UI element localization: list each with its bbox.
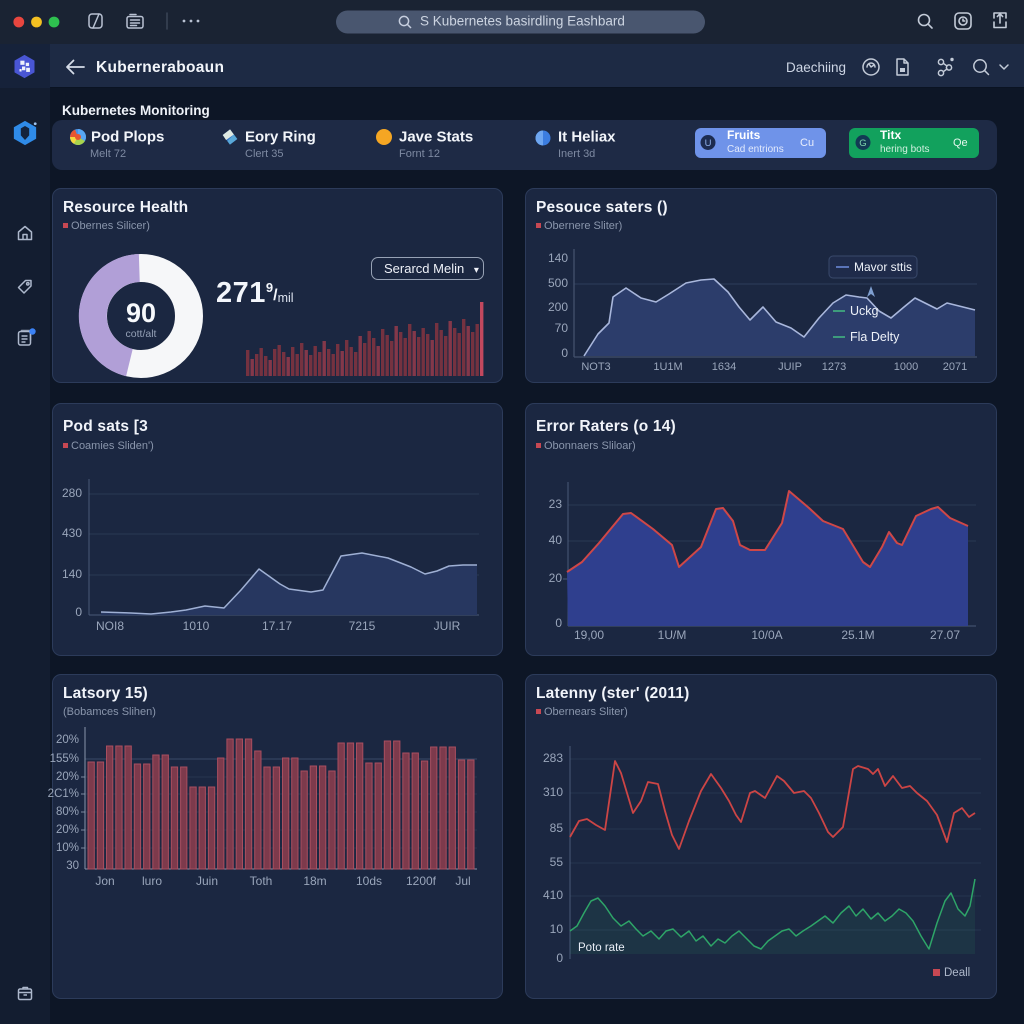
svg-text:0: 0: [75, 605, 82, 619]
svg-text:Fla Delty: Fla Delty: [850, 330, 900, 344]
svg-text:Qe: Qe: [953, 137, 968, 149]
svg-text:Jon: Jon: [95, 874, 114, 888]
svg-text:Jave Stats: Jave Stats: [399, 129, 473, 146]
svg-text:20%: 20%: [56, 771, 79, 783]
svg-text:10ds: 10ds: [356, 874, 382, 888]
svg-text:20: 20: [549, 571, 563, 585]
svg-text:25.1M: 25.1M: [841, 628, 874, 642]
svg-text:hering bots: hering bots: [880, 144, 929, 155]
svg-text:80%: 80%: [56, 806, 79, 818]
svg-text:Toth: Toth: [250, 874, 273, 888]
svg-text:0: 0: [555, 616, 562, 630]
svg-text:2071: 2071: [943, 361, 967, 373]
svg-text:90: 90: [126, 298, 156, 328]
svg-text:1000: 1000: [894, 361, 918, 373]
svg-text:Poto rate: Poto rate: [578, 942, 625, 954]
svg-text:Juin: Juin: [196, 874, 218, 888]
svg-text:500: 500: [548, 276, 568, 290]
svg-text:17.17: 17.17: [262, 619, 292, 633]
svg-text:155%: 155%: [50, 753, 79, 765]
svg-text:1U/M: 1U/M: [658, 628, 687, 642]
svg-text:430: 430: [62, 526, 82, 540]
svg-text:7215: 7215: [349, 619, 376, 633]
svg-text:40: 40: [549, 533, 563, 547]
svg-text:Cu: Cu: [800, 137, 814, 149]
svg-text:310: 310: [543, 785, 563, 799]
svg-text:Eory Ring: Eory Ring: [245, 129, 316, 146]
svg-text:U: U: [705, 138, 712, 149]
svg-text:10/0A: 10/0A: [751, 628, 782, 642]
svg-text:Jul: Jul: [455, 874, 470, 888]
svg-text:Deall: Deall: [944, 967, 970, 979]
svg-text:280: 280: [62, 486, 82, 500]
svg-text:19,00: 19,00: [574, 628, 604, 642]
svg-text:JUIR: JUIR: [434, 619, 461, 633]
svg-text:2C1%: 2C1%: [48, 788, 79, 800]
svg-text:NOT3: NOT3: [581, 361, 610, 373]
svg-text:23: 23: [549, 497, 563, 511]
svg-text:Fruits: Fruits: [727, 128, 761, 142]
svg-text:55: 55: [550, 855, 564, 869]
svg-text:410: 410: [543, 888, 563, 902]
svg-text:30: 30: [66, 860, 79, 872]
svg-text:Mavor sttis: Mavor sttis: [854, 260, 912, 274]
svg-text:200: 200: [548, 300, 568, 314]
svg-text:10%: 10%: [56, 842, 79, 854]
svg-text:G: G: [859, 138, 866, 149]
svg-text:JUIP: JUIP: [778, 361, 802, 373]
svg-text:Fornt 12: Fornt 12: [399, 148, 440, 160]
svg-text:S Kubernetes basirdling Eashba: S Kubernetes basirdling Eashbard: [420, 14, 625, 29]
svg-text:Pod Plops: Pod Plops: [91, 129, 164, 146]
svg-text:NOI8: NOI8: [96, 619, 124, 633]
svg-text:It Heliax: It Heliax: [558, 129, 616, 146]
svg-text:140: 140: [548, 251, 568, 265]
svg-text:luro: luro: [142, 874, 162, 888]
svg-text:Uckg: Uckg: [850, 304, 879, 318]
svg-text:10: 10: [550, 922, 564, 936]
svg-text:Titx: Titx: [880, 128, 901, 142]
svg-text:1010: 1010: [183, 619, 210, 633]
svg-text:27.07: 27.07: [930, 628, 960, 642]
svg-text:18m: 18m: [303, 874, 326, 888]
svg-text:Inert 3d: Inert 3d: [558, 148, 595, 160]
svg-text:Clert 35: Clert 35: [245, 148, 284, 160]
svg-text:Cad entrions: Cad entrions: [727, 144, 784, 155]
svg-text:283: 283: [543, 751, 563, 765]
svg-text:cott/alt: cott/alt: [126, 328, 157, 340]
svg-text:0: 0: [561, 346, 568, 360]
svg-text:1U1M: 1U1M: [653, 361, 682, 373]
svg-text:1200f: 1200f: [406, 874, 437, 888]
svg-text:140: 140: [62, 567, 82, 581]
svg-text:Melt 72: Melt 72: [90, 148, 126, 160]
svg-text:85: 85: [550, 821, 564, 835]
svg-text:20%: 20%: [56, 824, 79, 836]
svg-text:70: 70: [555, 321, 569, 335]
svg-text:1273: 1273: [822, 361, 846, 373]
svg-text:20%: 20%: [56, 734, 79, 746]
svg-text:0: 0: [556, 951, 563, 965]
svg-text:1634: 1634: [712, 361, 736, 373]
